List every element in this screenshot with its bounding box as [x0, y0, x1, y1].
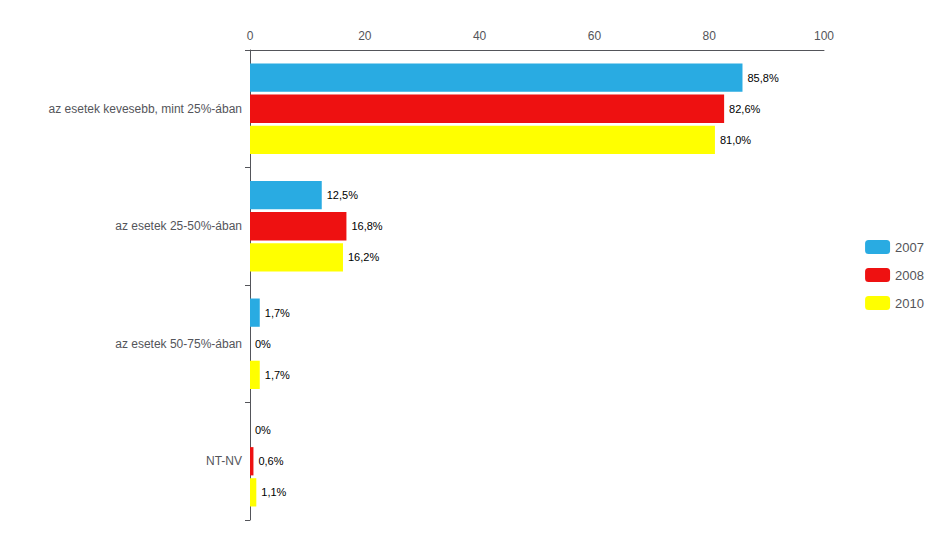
svg-text:0%: 0%: [255, 424, 271, 436]
svg-text:2010: 2010: [895, 296, 924, 311]
svg-text:az esetek kevesebb, mint 25%-á: az esetek kevesebb, mint 25%-ában: [49, 102, 242, 116]
svg-text:0,6%: 0,6%: [258, 455, 283, 467]
svg-text:0%: 0%: [255, 338, 271, 350]
svg-text:1,1%: 1,1%: [261, 486, 286, 498]
svg-text:80: 80: [703, 29, 717, 43]
svg-text:az esetek 50-75%-ában: az esetek 50-75%-ában: [115, 337, 242, 351]
svg-text:40: 40: [473, 29, 487, 43]
svg-text:20: 20: [358, 29, 372, 43]
svg-text:12,5%: 12,5%: [327, 189, 358, 201]
svg-text:1,7%: 1,7%: [265, 369, 290, 381]
svg-text:2007: 2007: [895, 240, 924, 255]
svg-text:2008: 2008: [895, 268, 924, 283]
svg-text:82,6%: 82,6%: [729, 103, 760, 115]
svg-text:60: 60: [588, 29, 602, 43]
svg-text:85,8%: 85,8%: [747, 72, 778, 84]
svg-text:NT-NV: NT-NV: [206, 454, 242, 468]
svg-text:100: 100: [814, 29, 834, 43]
svg-text:0: 0: [247, 29, 254, 43]
svg-text:16,8%: 16,8%: [351, 220, 382, 232]
svg-text:1,7%: 1,7%: [265, 307, 290, 319]
svg-text:81,0%: 81,0%: [720, 134, 751, 146]
svg-text:az esetek 25-50%-ában: az esetek 25-50%-ában: [115, 219, 242, 233]
svg-text:16,2%: 16,2%: [348, 251, 379, 263]
